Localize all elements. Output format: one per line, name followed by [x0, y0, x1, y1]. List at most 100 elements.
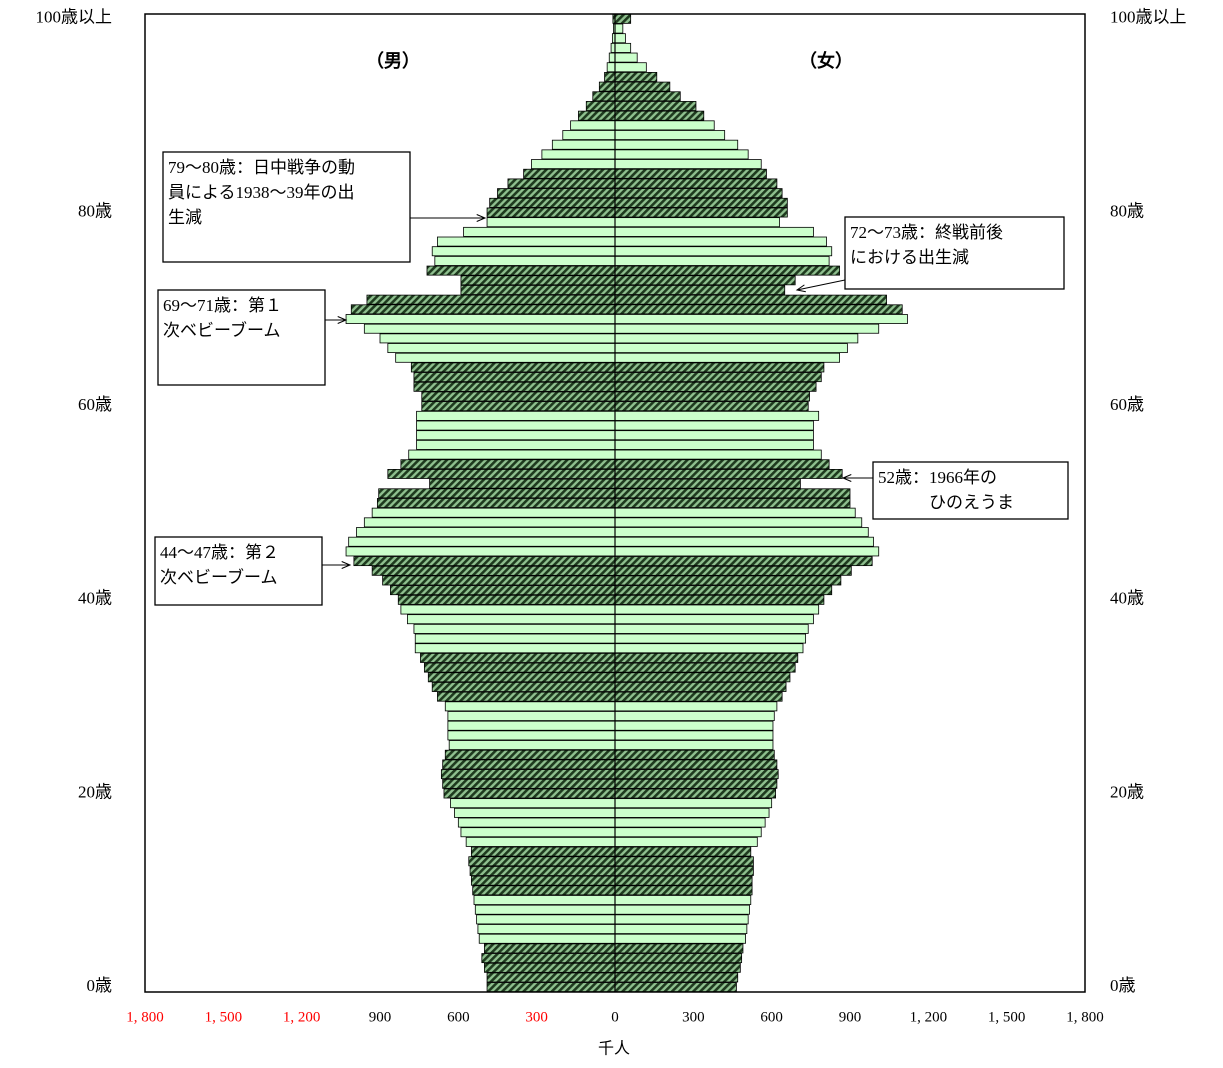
bar: [604, 71, 616, 82]
x-tick-label: 300: [525, 1009, 548, 1025]
bar: [614, 120, 715, 131]
annotation-text: における出生減: [850, 248, 969, 267]
bar: [614, 159, 762, 170]
x-axis-label: 千人: [598, 1040, 630, 1058]
bar: [614, 875, 753, 886]
bar: [614, 372, 822, 383]
annotation-box: [162, 151, 411, 263]
bar: [444, 749, 616, 760]
bar: [486, 982, 616, 993]
bar: [523, 168, 616, 179]
y-tick-label-right: 80歳: [1110, 201, 1144, 220]
bar: [614, 62, 647, 73]
annotation-text: 次ベビーブーム: [160, 567, 277, 587]
bar: [614, 139, 739, 150]
bar: [460, 275, 616, 286]
bar: [614, 914, 749, 925]
bar: [614, 469, 843, 479]
bar: [447, 730, 616, 741]
bar: [614, 255, 830, 266]
bar: [614, 943, 744, 954]
bar: [614, 807, 770, 818]
bar: [400, 459, 616, 470]
bar: [429, 478, 616, 489]
bar: [614, 672, 791, 683]
bar: [614, 439, 814, 450]
bar: [614, 314, 908, 324]
bar: [614, 304, 903, 315]
bar: [614, 585, 833, 596]
bar: [614, 614, 814, 625]
bar: [489, 197, 616, 208]
bar: [614, 575, 842, 586]
annotation-text: 員による1938〜39年の出: [168, 183, 355, 202]
annotation-text: 52歳：1966年の: [878, 468, 997, 487]
bar: [470, 846, 616, 857]
left-label: （男）: [366, 51, 420, 71]
bar: [371, 565, 616, 576]
bar: [614, 265, 840, 276]
annotation-text: ひのえうま: [878, 493, 1014, 512]
bar: [363, 323, 616, 334]
bar: [551, 139, 616, 150]
bar: [442, 778, 616, 789]
bar: [606, 62, 616, 73]
arrow-head: [476, 214, 487, 222]
bar: [614, 643, 804, 654]
bar: [444, 701, 616, 712]
bar: [443, 788, 616, 799]
arrow-head: [795, 284, 806, 293]
annotation-text: 生減: [168, 208, 202, 227]
bar: [614, 23, 624, 34]
x-tick-label: 900: [839, 1009, 862, 1025]
bar: [531, 159, 616, 170]
bar: [614, 168, 767, 179]
bar: [614, 769, 779, 780]
bar: [378, 488, 616, 499]
x-tick-label: 1, 800: [126, 1009, 164, 1025]
bar: [614, 536, 874, 547]
bar: [614, 836, 758, 847]
bar: [356, 527, 616, 537]
bar: [348, 536, 616, 547]
bar: [376, 498, 616, 508]
bar: [448, 740, 616, 751]
bar: [414, 643, 616, 654]
x-tick-label: 1, 500: [205, 1009, 243, 1025]
bar: [426, 265, 616, 276]
bar: [486, 207, 616, 218]
bar: [421, 401, 616, 412]
bar: [541, 149, 616, 160]
bar: [416, 420, 616, 431]
bar: [614, 633, 807, 644]
y-tick-label-right: 20歳: [1110, 782, 1144, 801]
bar: [470, 875, 616, 886]
bar: [614, 246, 833, 257]
bar: [614, 294, 887, 305]
annotation-text: 79〜80歳：日中戦争の動: [168, 158, 355, 177]
bar: [434, 255, 616, 266]
bar: [614, 391, 810, 402]
bar: [614, 507, 856, 518]
bar: [570, 120, 616, 131]
bar: [614, 197, 788, 208]
bar: [497, 188, 616, 199]
x-tick-label: 600: [447, 1009, 470, 1025]
bar: [481, 953, 616, 964]
x-tick-label: 900: [369, 1009, 392, 1025]
bar: [614, 778, 778, 789]
arrow-head: [341, 561, 352, 569]
annotation-text: 次ベビーブーム: [163, 320, 280, 340]
bar: [614, 546, 880, 557]
bar: [414, 633, 616, 644]
bar: [614, 459, 830, 470]
bar: [614, 381, 817, 392]
bar: [614, 130, 726, 140]
bar: [366, 294, 616, 305]
bar: [423, 662, 616, 673]
bar: [614, 827, 762, 838]
bar: [614, 110, 705, 121]
bar: [353, 556, 616, 567]
x-tick-label: 300: [682, 1009, 705, 1025]
